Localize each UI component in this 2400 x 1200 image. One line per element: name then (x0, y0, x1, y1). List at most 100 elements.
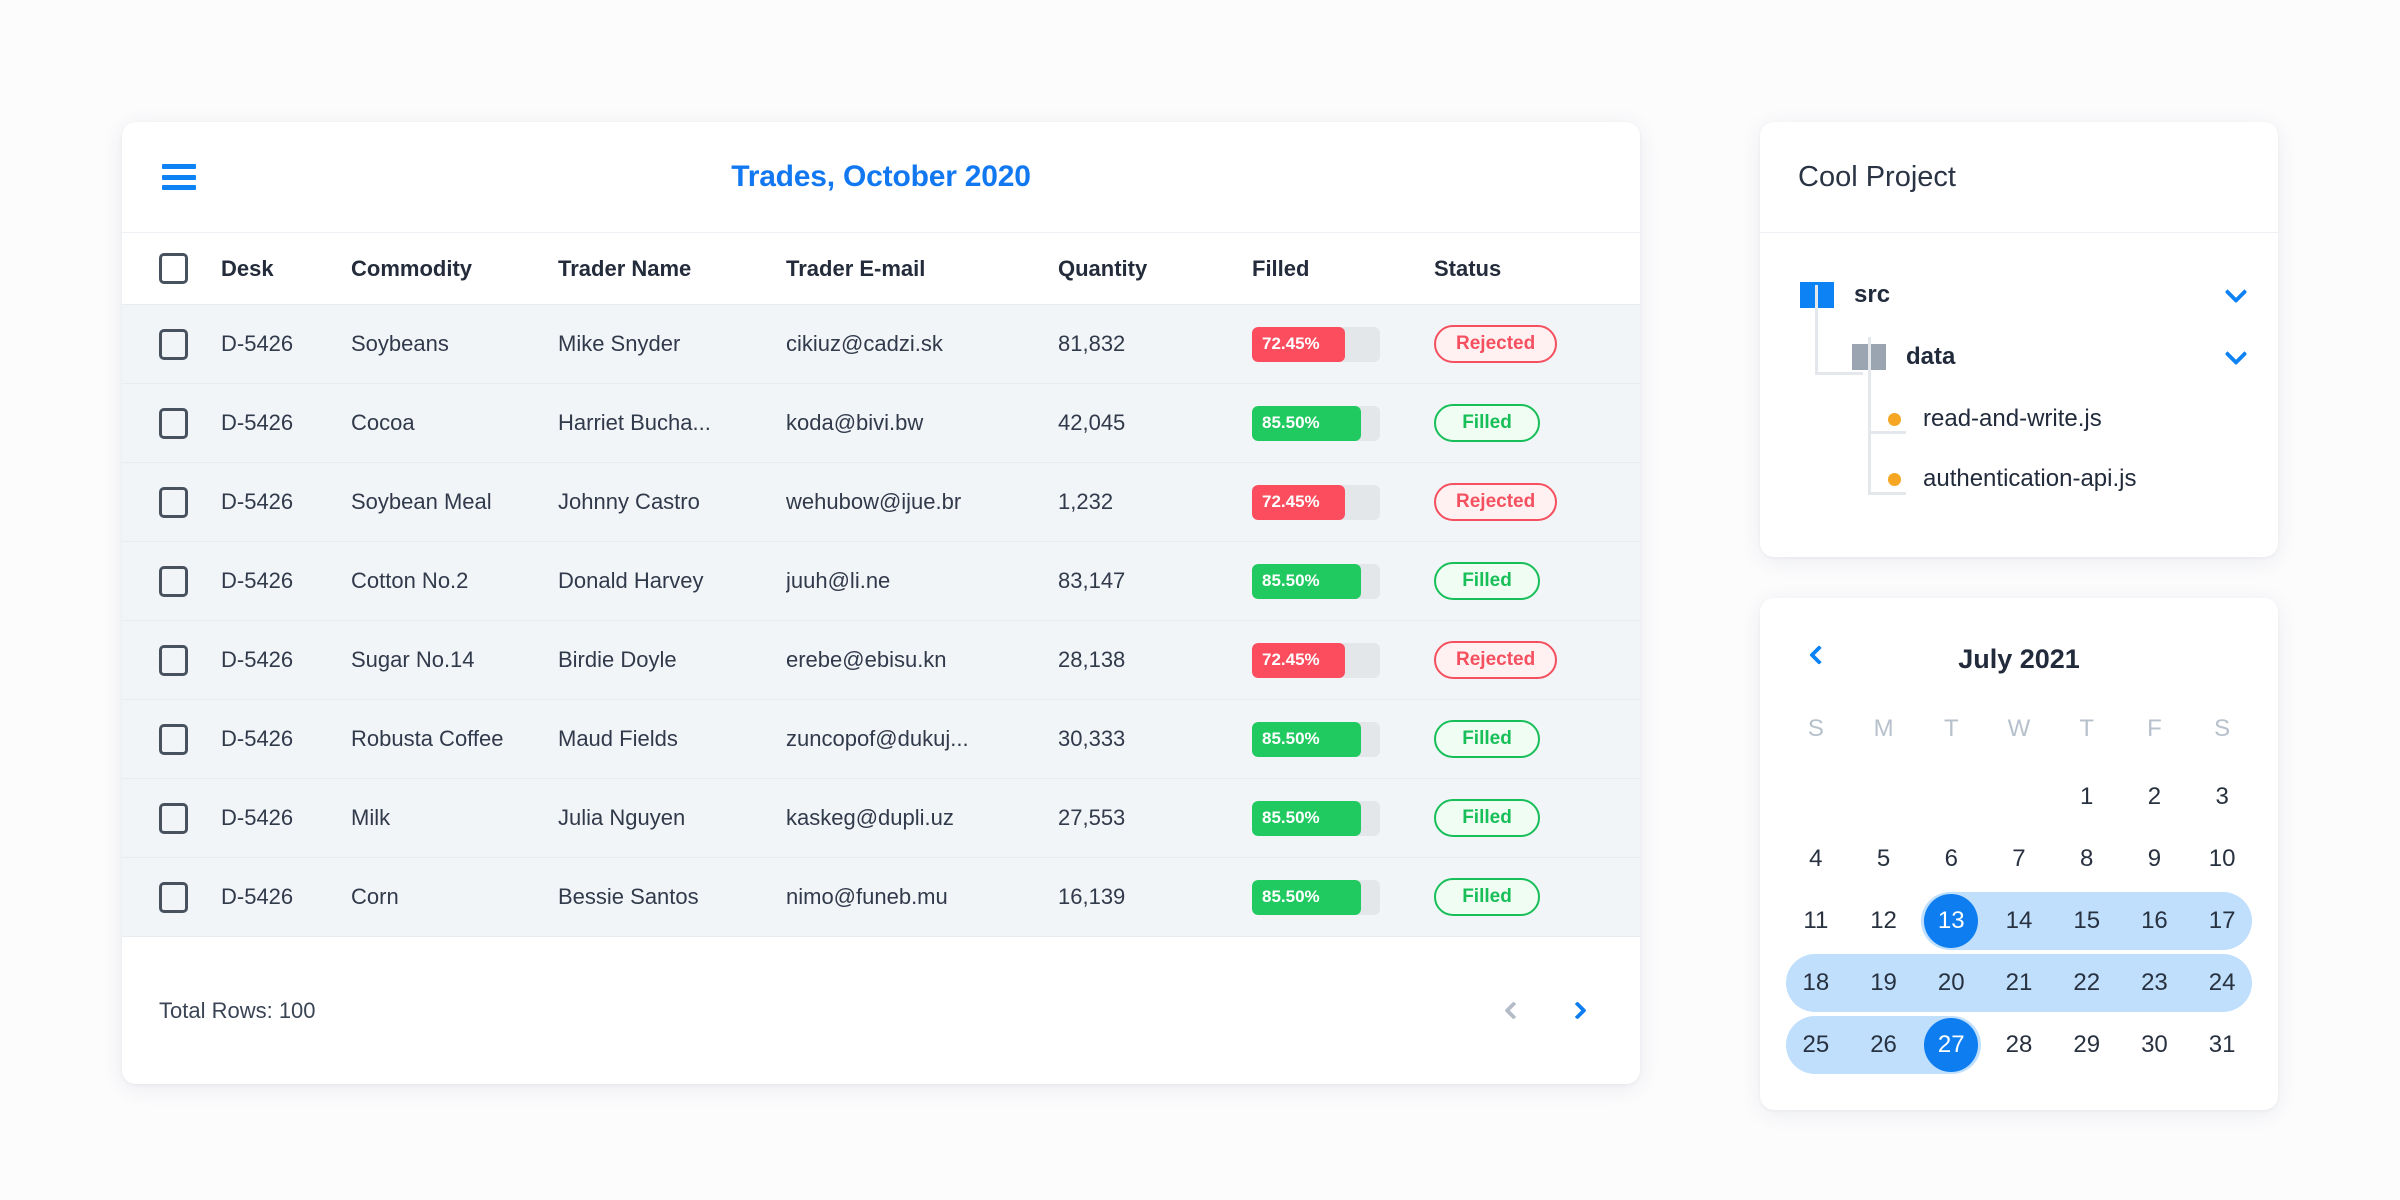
calendar-day-cell[interactable]: 14 (1985, 890, 2053, 952)
calendar-day-cell[interactable]: 20 (1917, 952, 1986, 1014)
side-column: Cool Project src data read-and-write.js aut… (1760, 122, 2278, 1110)
table-row[interactable]: D-5426 Soybeans Mike Snyder cikiuz@cadzi.sk… (122, 305, 1640, 384)
calendar-day-cell[interactable]: 13 (1917, 890, 1986, 952)
filled-progress-bar: 72.45% (1252, 326, 1380, 362)
chevron-down-icon[interactable] (2224, 280, 2248, 304)
row-checkbox[interactable] (159, 881, 188, 913)
row-checkbox[interactable] (159, 565, 188, 597)
calendar-day-cell[interactable]: 9 (2121, 828, 2189, 890)
tree-node-label: src (1854, 281, 1891, 308)
column-header-desk[interactable]: Desk (221, 255, 274, 281)
calendar-day-cell[interactable]: 27 (1917, 1014, 1985, 1076)
table-row[interactable]: D-5426 Soybean Meal Johnny Castro wehubow@i… (122, 463, 1640, 542)
column-header-trader-email[interactable]: Trader E-mail (786, 255, 926, 281)
calendar-day-cell[interactable]: 1 (2053, 766, 2121, 828)
row-checkbox[interactable] (159, 802, 188, 834)
cell-trader-email: zuncopof@dukuj... (786, 726, 969, 751)
calendar-empty-cell (1917, 766, 1985, 828)
cell-trader-name: Donald Harvey (558, 568, 704, 593)
calendar-day-cell[interactable]: 3 (2188, 766, 2256, 828)
cell-filled: 72.45% (1252, 484, 1434, 520)
cell-status: Filled (1434, 720, 1640, 758)
chevron-left-icon (1809, 645, 1829, 665)
status-badge[interactable]: Filled (1434, 562, 1540, 600)
row-checkbox[interactable] (159, 407, 188, 439)
pagination-next-button[interactable] (1564, 994, 1590, 1028)
status-badge[interactable]: Filled (1434, 720, 1540, 758)
status-badge[interactable]: Rejected (1434, 325, 1558, 363)
cell-commodity: Robusta Coffee (351, 726, 504, 751)
tree-file-node[interactable]: authentication-api.js (1760, 455, 2278, 503)
calendar-day-cell[interactable]: 29 (2053, 1014, 2121, 1076)
calendar-day-cell[interactable]: 23 (2120, 952, 2189, 1014)
project-tree-body: src data read-and-write.js authentication-a… (1760, 233, 2278, 557)
calendar-empty-cell (1985, 766, 2053, 828)
table-header-bar: Trades, October 2020 (122, 122, 1640, 233)
calendar-day-cell[interactable]: 17 (2188, 890, 2256, 952)
calendar-day-cell[interactable]: 19 (1849, 952, 1918, 1014)
calendar-day-cell[interactable]: 26 (1849, 1014, 1918, 1076)
cell-desk: D-5426 (221, 568, 294, 593)
row-checkbox[interactable] (159, 723, 188, 755)
tree-folder-node[interactable]: src (1760, 271, 2278, 319)
cell-commodity: Soybeans (351, 331, 449, 356)
tree-file-node[interactable]: read-and-write.js (1760, 395, 2278, 443)
calendar-day-cell[interactable]: 10 (2188, 828, 2256, 890)
calendar-day-cell[interactable]: 28 (1985, 1014, 2053, 1076)
calendar-day-cell[interactable]: 16 (2120, 890, 2189, 952)
calendar-day-cell[interactable]: 12 (1850, 890, 1918, 952)
pagination-prev-button[interactable] (1500, 994, 1526, 1028)
calendar-day-cell[interactable]: 15 (2052, 890, 2121, 952)
calendar-day-cell[interactable]: 31 (2188, 1014, 2256, 1076)
calendar-day-cell[interactable]: 11 (1782, 890, 1850, 952)
column-header-commodity[interactable]: Commodity (351, 255, 472, 281)
cell-commodity: Cotton No.2 (351, 568, 469, 593)
table-row[interactable]: D-5426 Cocoa Harriet Bucha... koda@bivi.bw 4… (122, 384, 1640, 463)
filled-progress-fill: 85.50% (1252, 405, 1362, 441)
column-header-trader-name[interactable]: Trader Name (558, 255, 692, 281)
table-row[interactable]: D-5426 Milk Julia Nguyen kaskeg@dupli.uz 27,… (122, 779, 1640, 858)
status-badge[interactable]: Filled (1434, 878, 1540, 916)
calendar-day-cell[interactable]: 8 (2053, 828, 2121, 890)
calendar-day-number: 12 (1870, 907, 1897, 934)
select-all-checkbox[interactable] (159, 253, 188, 284)
calendar-day-cell[interactable]: 25 (1782, 1014, 1850, 1076)
calendar-day-cell[interactable]: 4 (1782, 828, 1850, 890)
calendar-day-cell[interactable]: 30 (2121, 1014, 2189, 1076)
hamburger-menu-icon[interactable] (162, 164, 196, 190)
chevron-down-icon[interactable] (2224, 342, 2248, 366)
select-all-cell (159, 253, 221, 284)
file-dot-icon (1888, 412, 1901, 426)
filled-progress-fill: 85.50% (1252, 563, 1362, 599)
calendar-day-cell[interactable]: 5 (1850, 828, 1918, 890)
table-row[interactable]: D-5426 Robusta Coffee Maud Fields zuncopof@… (122, 700, 1640, 779)
calendar-day-cell[interactable]: 21 (1985, 952, 2053, 1014)
calendar-day-number: 2 (2147, 783, 2162, 810)
calendar-day-cell[interactable]: 2 (2121, 766, 2189, 828)
calendar-day-cell[interactable]: 24 (2188, 952, 2256, 1014)
row-checkbox[interactable] (159, 644, 188, 676)
cell-trader-name: Mike Snyder (558, 331, 681, 356)
status-badge[interactable]: Rejected (1434, 641, 1558, 679)
row-select-cell (159, 644, 221, 676)
tree-node-label: data (1906, 343, 1956, 370)
calendar-weekday-label: T (1943, 715, 1959, 742)
column-header-status[interactable]: Status (1434, 255, 1502, 281)
calendar-day-cell[interactable]: 7 (1985, 828, 2053, 890)
row-checkbox[interactable] (159, 486, 188, 518)
status-badge[interactable]: Filled (1434, 404, 1540, 442)
filled-progress-fill: 85.50% (1252, 800, 1362, 836)
table-row[interactable]: D-5426 Cotton No.2 Donald Harvey juuh@li.ne… (122, 542, 1640, 621)
table-row[interactable]: D-5426 Sugar No.14 Birdie Doyle erebe@ebisu… (122, 621, 1640, 700)
status-badge[interactable]: Rejected (1434, 483, 1558, 521)
row-checkbox[interactable] (159, 328, 188, 360)
calendar-day-cell[interactable]: 18 (1782, 952, 1850, 1014)
calendar-day-cell[interactable]: 22 (2052, 952, 2121, 1014)
trades-table-card: Trades, October 2020 Desk Commodity Trad… (122, 122, 1640, 1084)
calendar-day-cell[interactable]: 6 (1917, 828, 1985, 890)
table-row[interactable]: D-5426 Corn Bessie Santos nimo@funeb.mu 16,1… (122, 858, 1640, 937)
calendar-prev-button[interactable] (1809, 645, 1834, 670)
column-header-filled[interactable]: Filled (1252, 255, 1310, 281)
column-header-quantity[interactable]: Quantity (1058, 255, 1148, 281)
status-badge[interactable]: Filled (1434, 799, 1540, 837)
